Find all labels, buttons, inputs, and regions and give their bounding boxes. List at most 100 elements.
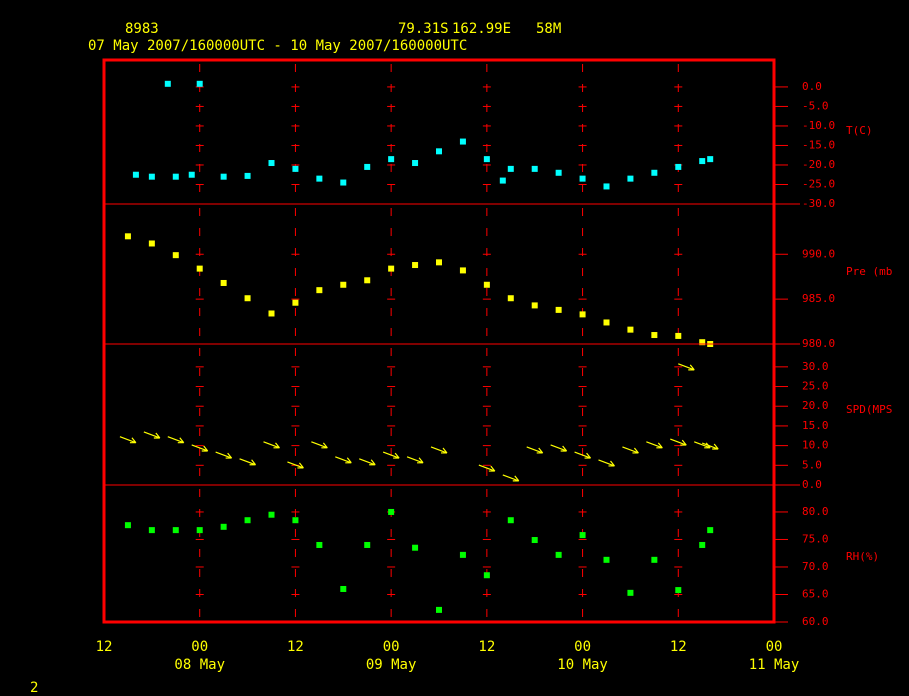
y-axis-label: RH(%)	[846, 550, 879, 563]
period: 07 May 2007/160000UTC - 10 May 2007/1600…	[88, 38, 467, 54]
y-tick-label: 25.0	[802, 380, 829, 393]
data-point	[603, 319, 610, 326]
y-tick-label: 15.0	[802, 419, 829, 432]
data-point	[507, 295, 514, 302]
wind-vector	[430, 446, 448, 454]
date-label: 08 May	[174, 657, 225, 673]
data-point	[244, 517, 251, 524]
data-point	[388, 265, 395, 272]
x-tick-label: 12	[287, 639, 304, 655]
date-label: 11 May	[749, 657, 800, 673]
data-point	[699, 158, 706, 165]
data-point	[132, 171, 139, 178]
data-point	[340, 179, 347, 186]
wind-vector	[550, 444, 568, 452]
data-point	[707, 527, 714, 534]
x-tick-label: 12	[96, 639, 113, 655]
y-tick-label: 0.0	[802, 478, 822, 491]
y-tick-label: 80.0	[802, 505, 829, 518]
x-tick-label: 00	[574, 639, 591, 655]
data-point	[316, 541, 323, 548]
latitude: 79.31S	[398, 21, 449, 37]
wind-vector	[678, 363, 695, 371]
y-tick-label: 5.0	[802, 458, 822, 471]
data-point	[220, 279, 227, 286]
y-tick-label: -5.0	[802, 99, 829, 112]
y-tick-label: 70.0	[802, 560, 829, 573]
y-tick-label: 65.0	[802, 587, 829, 600]
data-point	[268, 310, 275, 317]
data-point	[675, 332, 682, 339]
data-point	[124, 233, 131, 240]
x-tick-label: 00	[383, 639, 400, 655]
data-point	[603, 556, 610, 563]
wind-vector	[526, 446, 544, 454]
data-point	[196, 265, 203, 272]
plot-frame	[102, 58, 776, 624]
wind-vector	[382, 451, 400, 459]
y-tick-label: 990.0	[802, 247, 835, 260]
data-point	[531, 537, 538, 544]
data-point	[340, 281, 347, 288]
wind-vector	[143, 431, 161, 439]
data-point	[499, 177, 506, 184]
data-point	[412, 160, 419, 167]
data-point	[531, 302, 538, 309]
wind-vector	[359, 458, 376, 466]
wind-vector	[215, 451, 233, 459]
y-tick-label: 0.0	[802, 80, 822, 93]
data-point	[675, 587, 682, 594]
wind-vector	[670, 438, 687, 446]
data-point	[220, 173, 227, 180]
wind-vector	[311, 441, 328, 449]
data-point	[172, 173, 179, 180]
data-point	[388, 156, 395, 163]
y-tick-label: 75.0	[802, 532, 829, 545]
data-point	[148, 240, 155, 247]
wind-vector	[701, 442, 719, 450]
data-point	[316, 287, 323, 294]
data-point	[292, 165, 299, 172]
y-tick-label: -15.0	[802, 138, 835, 151]
data-point	[412, 544, 419, 551]
data-point	[483, 281, 490, 288]
data-point	[579, 175, 586, 182]
data-point	[412, 262, 419, 269]
x-tick-label: 12	[478, 639, 495, 655]
data-point	[364, 541, 371, 548]
data-point	[555, 551, 562, 558]
elevation: 58M	[536, 21, 561, 37]
y-axis-label: T(C)	[846, 124, 873, 137]
data-point	[268, 160, 275, 167]
wind-vector	[191, 444, 209, 452]
data-point	[244, 172, 251, 179]
y-axis-label: SPD(MPS	[846, 403, 892, 416]
x-tick-label: 00	[191, 639, 208, 655]
data-point	[579, 311, 586, 318]
data-point	[651, 332, 658, 339]
data-point	[555, 169, 562, 176]
data-point	[699, 541, 706, 548]
data-point	[268, 511, 275, 518]
data-point	[699, 339, 706, 346]
data-point	[436, 148, 442, 155]
data-point	[483, 572, 490, 579]
data-point	[507, 165, 514, 172]
data-point	[316, 175, 323, 182]
y-tick-label: 10.0	[802, 439, 829, 452]
wind-vector	[119, 436, 137, 444]
data-point	[172, 252, 179, 259]
data-point	[340, 585, 347, 592]
data-point	[244, 295, 251, 302]
y-axis-label: Pre (mb	[846, 265, 892, 278]
data-point	[188, 171, 195, 178]
wind-vector	[406, 456, 424, 464]
wind-vector	[646, 441, 663, 449]
data-point	[292, 299, 299, 306]
y-tick-label: 985.0	[802, 292, 835, 305]
y-tick-label: -10.0	[802, 119, 835, 132]
data-point	[164, 80, 171, 87]
date-label: 09 May	[366, 657, 417, 673]
